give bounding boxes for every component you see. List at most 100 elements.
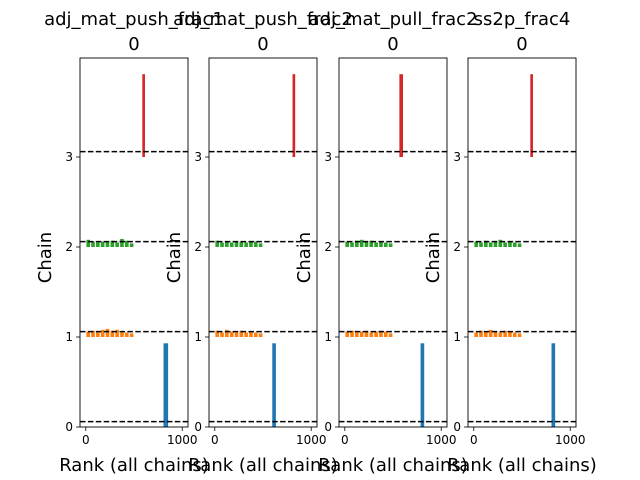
rank-bar [215, 330, 220, 337]
rank-bar [503, 330, 507, 337]
rank-bar [115, 329, 119, 337]
chain-2-bars [345, 239, 393, 247]
rank-bar [383, 331, 388, 337]
rank-bar [225, 241, 229, 247]
rank-bar [355, 240, 359, 247]
y-tick-label: 2 [65, 240, 73, 254]
y-tick-label: 2 [194, 240, 202, 254]
axes-frame [208, 57, 318, 428]
panel-title: ss2p_frac4 [474, 9, 571, 30]
panel-title-index: 0 [387, 34, 398, 55]
y-tick-label: 0 [453, 420, 461, 434]
x-axis-label: Rank (all chains) [59, 455, 209, 476]
rank-bar [120, 332, 124, 337]
chain-0-bars [272, 343, 276, 427]
rank-bar [498, 332, 503, 337]
y-tick-label: 0 [194, 420, 202, 434]
y-tick-label: 3 [194, 150, 202, 164]
rank-bar [234, 241, 239, 247]
rank-bar [493, 331, 498, 337]
rank-bar [129, 333, 134, 337]
rank-bar [345, 241, 350, 247]
rank-bar [369, 240, 374, 247]
rank-bar [474, 241, 479, 247]
rank-bar [225, 329, 229, 337]
y-tick-label: 3 [453, 150, 461, 164]
y-tick-label: 1 [194, 330, 202, 344]
chain-3-bars [399, 74, 404, 157]
axes-frame [338, 57, 448, 428]
rank-bar [258, 243, 263, 247]
rank-bar [474, 332, 479, 337]
rank-bar [551, 343, 556, 427]
y-axis-label: Chain [164, 232, 185, 283]
chain-0-bars [420, 343, 425, 427]
y-tick-label: 2 [324, 240, 332, 254]
chain-1-bars [215, 329, 263, 337]
rank-bar [272, 343, 276, 427]
rank-bar [105, 241, 110, 247]
x-axis-label: Rank (all chains) [318, 455, 468, 476]
rank-bar [91, 330, 95, 337]
rank-bar [350, 242, 354, 247]
chain-1-bars [345, 330, 393, 337]
rank-bar [388, 333, 393, 337]
panel-title-index: 0 [257, 34, 268, 55]
rank-bar [364, 330, 369, 337]
chain-0-bars [551, 343, 556, 427]
x-tick-label: 0 [211, 433, 219, 447]
rank-bar [249, 331, 253, 337]
rank-bar [355, 332, 359, 337]
rank-bar [249, 241, 253, 247]
rank-bar [383, 242, 388, 247]
rank-bar [512, 242, 517, 247]
rank-bar [86, 239, 91, 247]
rank-bar [91, 241, 95, 247]
rank-bar [503, 242, 507, 247]
rank-bar [120, 238, 124, 247]
y-tick-label: 0 [324, 420, 332, 434]
chain-1-bars [474, 329, 522, 337]
rank-bar [374, 242, 378, 247]
rank-bar [364, 241, 369, 247]
rank-bar [239, 241, 244, 247]
rank-bar [142, 74, 145, 157]
rank-bar [350, 330, 354, 337]
chain-3-bars [142, 74, 145, 157]
rank-bar [508, 331, 512, 337]
rank-bar [508, 241, 512, 247]
y-axis-label: Chain [423, 232, 444, 283]
rank-bar [253, 241, 258, 247]
chain-3-bars [530, 74, 533, 157]
x-tick-label: 0 [341, 433, 349, 447]
rank-bar [229, 331, 234, 337]
rank-bar [244, 242, 248, 247]
rank-bar [234, 332, 239, 337]
panel-title-index: 0 [516, 34, 527, 55]
axes-frame [79, 57, 189, 428]
chain-2-bars [474, 239, 522, 247]
panel-title: adj_mat_push_frac1 [44, 9, 224, 30]
y-tick-label: 0 [65, 420, 73, 434]
y-tick-label: 2 [453, 240, 461, 254]
panel-title: adj_mat_push_frac2 [173, 9, 353, 30]
rank-bar [163, 343, 169, 427]
rank-bar [479, 330, 483, 337]
rank-bar [292, 74, 296, 157]
chain-3-bars [292, 74, 296, 157]
x-tick-label: 1000 [555, 433, 586, 447]
x-tick-label: 0 [82, 433, 90, 447]
y-tick-label: 1 [324, 330, 332, 344]
rank-bar [359, 239, 364, 247]
rank-bar [100, 329, 105, 337]
rank-bar [110, 330, 115, 337]
x-tick-label: 0 [470, 433, 478, 447]
rank-bar [359, 331, 364, 337]
rank-bar [399, 74, 404, 157]
rank-bar [498, 239, 503, 247]
rank-bar [220, 242, 224, 247]
rank-bar [124, 332, 129, 337]
rank-bar [488, 242, 493, 247]
